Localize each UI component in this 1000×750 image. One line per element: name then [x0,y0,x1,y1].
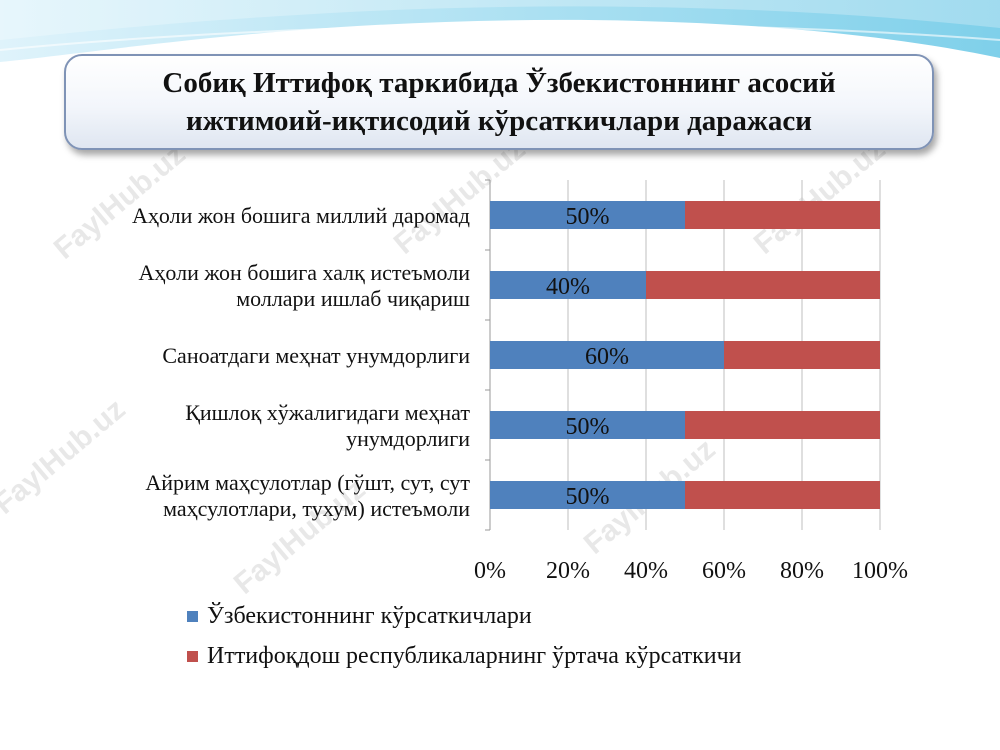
bar-union [724,341,880,369]
category-label: Аҳоли жон бошига халқ истеъмоли моллари и… [139,260,471,311]
legend-item-union: Иттифоқдош республикаларнинг ўртача кўрс… [187,636,742,676]
chart-bars: 50% 40% 60% 50% 50% [490,201,880,510]
page-title: Собиқ Иттифоқ таркибида Ўзбекистоннинг а… [162,64,835,140]
bar-union [646,271,880,299]
legend-swatch-uzbekistan [187,610,198,622]
data-label: 50% [566,414,610,440]
x-tick-label: 60% [702,558,746,584]
legend-swatch-union [187,650,198,662]
bar-union [685,481,880,509]
bar-uzbekistan [490,411,685,439]
x-tick-label: 0% [474,558,506,584]
title-line-2: ижтимоий-иқтисодий кўрсаткичлари даражас… [186,105,812,137]
category-label: Қишлоқ хўжалигидаги меҳнат унумдорлиги [185,400,470,451]
bar-uzbekistan [490,271,646,299]
x-tick-label: 80% [780,558,824,584]
legend-label: Иттифоқдош республикаларнинг ўртача кўрс… [207,642,742,669]
data-label: 40% [546,274,590,300]
bar-union [685,201,880,229]
x-tick-labels: 0% 20% 40% 60% 80% 100% [474,558,908,584]
legend-item-uzbekistan: Ўзбекистоннинг кўрсаткичлари [187,596,742,636]
data-label: 50% [566,484,610,510]
x-tick-label: 20% [546,558,590,584]
legend: Ўзбекистоннинг кўрсаткичлари Иттифоқдош … [187,596,742,676]
category-label: Айрим маҳсулотлар (гўшт, сут, сут маҳсуло… [145,470,470,521]
title-box: Собиқ Иттифоқ таркибида Ўзбекистоннинг а… [64,54,934,150]
x-tick-label: 40% [624,558,668,584]
bar-uzbekistan [490,201,685,229]
title-line-1: Собиқ Иттифоқ таркибида Ўзбекистоннинг а… [162,67,836,99]
bar-uzbekistan [490,481,685,509]
x-tick-label: 100% [852,558,908,584]
bar-uzbekistan [490,341,724,369]
data-label: 50% [566,204,610,230]
legend-label: Ўзбекистоннинг кўрсаткичлари [207,602,532,629]
category-label: Аҳоли жон бошига миллий даромад [132,203,470,228]
category-labels: Аҳоли жон бошига миллий даромад Аҳоли жон… [132,203,470,521]
data-label: 60% [585,344,629,370]
bar-union [685,411,880,439]
category-label: Саноатдаги меҳнат унумдорлиги [162,343,470,368]
header-wave-light [0,0,1000,40]
